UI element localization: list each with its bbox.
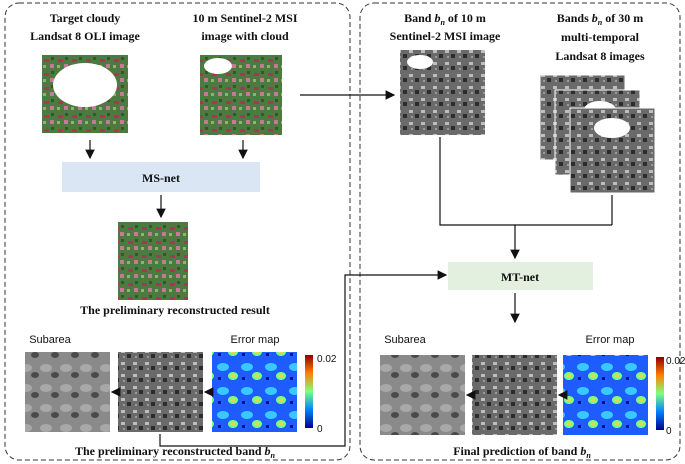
module-label: MS-net xyxy=(142,171,180,185)
text-part: n xyxy=(586,451,591,460)
text-part: Final prediction of band xyxy=(453,444,580,458)
cloud xyxy=(53,63,117,107)
colorbar-label: 0.02 xyxy=(317,354,337,365)
label: Target cloudy xyxy=(50,11,121,25)
cloud xyxy=(204,58,232,74)
image xyxy=(380,355,465,435)
text-part: n xyxy=(271,451,276,460)
colorbar-label: 0 xyxy=(317,424,323,435)
label: Error map xyxy=(586,334,635,346)
text-part: of 10 m xyxy=(445,11,486,25)
label: Subarea xyxy=(29,334,71,346)
label: multi-temporal xyxy=(561,30,640,44)
text-part: of 30 m xyxy=(602,11,643,25)
cloud xyxy=(407,55,433,69)
module-label: MT-net xyxy=(501,270,539,284)
label: Sentinel-2 MSI image xyxy=(390,29,501,43)
caption: The preliminary reconstructed result xyxy=(80,303,270,317)
label: Band bn of 10 m xyxy=(404,11,486,27)
label: 10 m Sentinel-2 MSI xyxy=(193,11,298,25)
colorbar xyxy=(305,355,313,428)
text-part: Band xyxy=(404,11,434,25)
workflow-diagram: Target cloudy Landsat 8 OLI image 10 m S… xyxy=(0,0,685,464)
colorbar-label: 0 xyxy=(666,426,672,437)
arrow xyxy=(440,137,515,258)
label: Subarea xyxy=(384,334,426,346)
text-part: Bands xyxy=(557,11,592,25)
label: image with cloud xyxy=(201,29,289,43)
image xyxy=(212,352,297,432)
caption: Final prediction of band bn xyxy=(453,444,591,460)
image xyxy=(25,352,110,432)
image xyxy=(563,355,648,435)
label: Landsat 8 OLI image xyxy=(30,29,140,43)
image xyxy=(472,355,557,435)
colorbar-label: 0.02 xyxy=(666,356,685,367)
colorbar xyxy=(656,357,664,430)
image xyxy=(118,352,203,432)
label: Error map xyxy=(231,334,280,346)
cloud xyxy=(594,118,630,138)
label: Bands bn of 30 m xyxy=(557,11,643,27)
label: Landsat 8 images xyxy=(555,49,645,63)
image xyxy=(118,222,188,300)
